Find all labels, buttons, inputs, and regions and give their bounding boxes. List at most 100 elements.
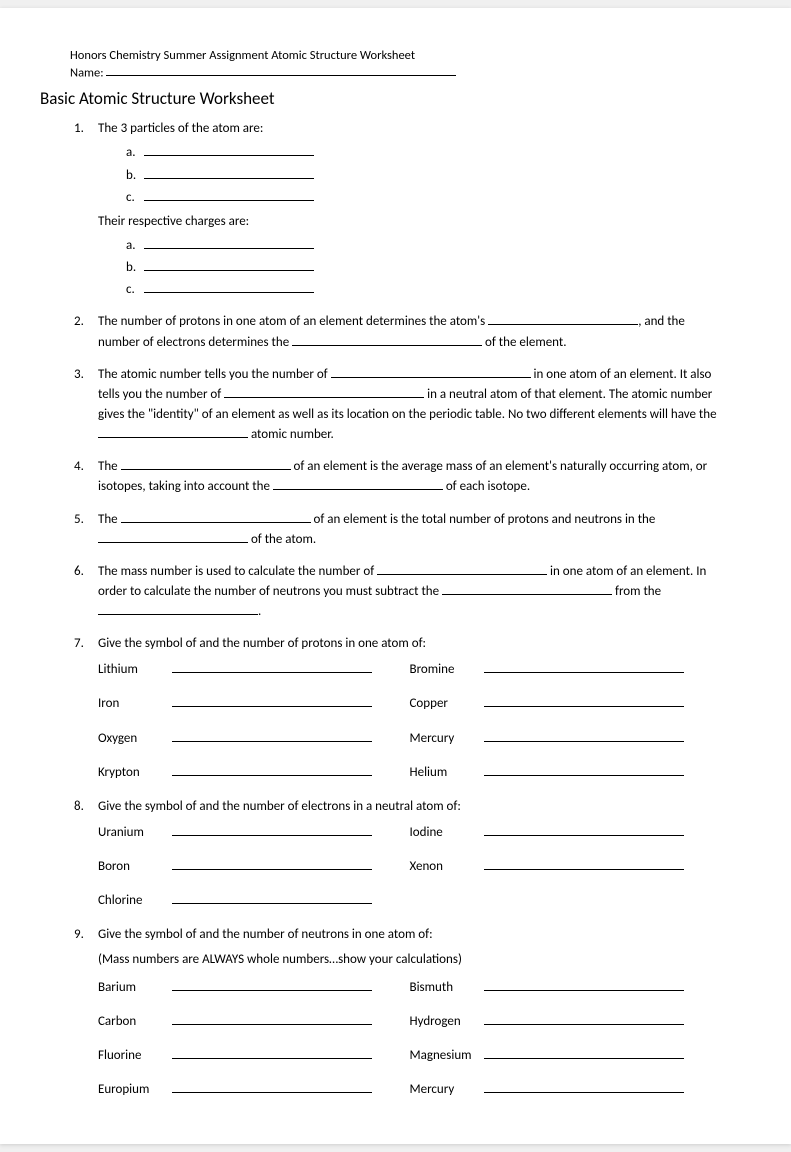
q5-t3: of the atom. bbox=[248, 532, 316, 547]
q-number: 1. bbox=[74, 119, 84, 139]
sub-a: a. bbox=[126, 143, 144, 163]
q-number: 7. bbox=[74, 634, 84, 654]
q9-prompt: Give the symbol of and the number of neu… bbox=[98, 927, 433, 942]
element-label: Oxygen bbox=[98, 729, 168, 749]
q-number: 6. bbox=[74, 562, 84, 582]
main-title: Basic Atomic Structure Worksheet bbox=[40, 88, 721, 109]
element-label: Copper bbox=[410, 694, 480, 714]
element-label: Iodine bbox=[410, 823, 480, 843]
blank[interactable] bbox=[172, 730, 372, 742]
element-label: Barium bbox=[98, 978, 168, 998]
blank[interactable] bbox=[121, 459, 291, 471]
question-8: 8. Give the symbol of and the number of … bbox=[98, 797, 721, 912]
blank[interactable] bbox=[172, 696, 372, 708]
blank[interactable] bbox=[484, 1047, 684, 1059]
blank[interactable] bbox=[172, 893, 372, 905]
element-row: Krypton Helium bbox=[98, 763, 721, 783]
blank[interactable] bbox=[98, 603, 258, 615]
blank[interactable] bbox=[172, 859, 372, 871]
element-cell: Iron bbox=[98, 694, 410, 714]
blank[interactable] bbox=[224, 386, 424, 398]
element-label: Mercury bbox=[410, 1080, 480, 1100]
blank[interactable] bbox=[331, 366, 531, 378]
q5-t2: of an element is the total number of pro… bbox=[311, 512, 656, 527]
element-cell: Mercury bbox=[410, 1080, 722, 1100]
blank[interactable] bbox=[488, 314, 638, 326]
blank[interactable] bbox=[172, 764, 372, 776]
element-cell: Copper bbox=[410, 694, 722, 714]
q-number: 9. bbox=[74, 925, 84, 945]
blank[interactable] bbox=[172, 1013, 372, 1025]
blank[interactable] bbox=[98, 426, 248, 438]
element-label: Lithium bbox=[98, 660, 168, 680]
question-1: 1. The 3 particles of the atom are: a. b… bbox=[98, 119, 721, 300]
element-cell: Fluorine bbox=[98, 1046, 410, 1066]
blank[interactable] bbox=[172, 979, 372, 991]
question-5: 5. The of an element is the total number… bbox=[98, 510, 721, 550]
sub-a: a. bbox=[126, 236, 144, 256]
element-label: Uranium bbox=[98, 823, 168, 843]
q-number: 2. bbox=[74, 312, 84, 332]
q2-t1: The number of protons in one atom of an … bbox=[98, 314, 488, 329]
element-cell: Magnesium bbox=[410, 1046, 722, 1066]
blank[interactable] bbox=[98, 531, 248, 543]
blank[interactable] bbox=[144, 167, 314, 179]
blank[interactable] bbox=[484, 824, 684, 836]
element-label: Chlorine bbox=[98, 891, 168, 911]
element-row: BoronXenon bbox=[98, 857, 721, 877]
name-label: Name: bbox=[70, 65, 104, 80]
blank[interactable] bbox=[484, 859, 684, 871]
q9-table: BariumBismuthCarbonHydrogenFluorineMagne… bbox=[98, 978, 721, 1101]
blank[interactable] bbox=[144, 282, 314, 294]
q3-t1: The atomic number tells you the number o… bbox=[98, 367, 331, 382]
element-cell: Barium bbox=[98, 978, 410, 998]
blank[interactable] bbox=[484, 696, 684, 708]
element-row: EuropiumMercury bbox=[98, 1080, 721, 1100]
element-label: Krypton bbox=[98, 763, 168, 783]
blank[interactable] bbox=[144, 189, 314, 201]
blank[interactable] bbox=[273, 479, 443, 491]
blank[interactable] bbox=[121, 511, 311, 523]
element-cell: Carbon bbox=[98, 1012, 410, 1032]
sub-c: c. bbox=[126, 188, 144, 208]
element-row: IronCopper bbox=[98, 694, 721, 714]
element-row: CarbonHydrogen bbox=[98, 1012, 721, 1032]
blank[interactable] bbox=[484, 1081, 684, 1093]
blank[interactable] bbox=[172, 1047, 372, 1059]
blank[interactable] bbox=[377, 563, 547, 575]
blank[interactable] bbox=[484, 730, 684, 742]
element-row: Uranium Iodine bbox=[98, 823, 721, 843]
element-cell: Helium bbox=[410, 763, 722, 783]
blank[interactable] bbox=[144, 237, 314, 249]
q4-t1: The bbox=[98, 459, 121, 474]
sub-b: b. bbox=[126, 258, 144, 278]
q7-prompt: Give the symbol of and the number of pro… bbox=[98, 636, 426, 651]
blank[interactable] bbox=[292, 334, 482, 346]
name-blank[interactable] bbox=[106, 65, 456, 76]
blank[interactable] bbox=[484, 764, 684, 776]
element-label: Mercury bbox=[410, 729, 480, 749]
q4-t3: of each isotope. bbox=[443, 479, 530, 494]
blank[interactable] bbox=[172, 1081, 372, 1093]
element-label: Boron bbox=[98, 857, 168, 877]
blank[interactable] bbox=[484, 662, 684, 674]
blank[interactable] bbox=[144, 259, 314, 271]
blank[interactable] bbox=[144, 145, 314, 157]
q5-t1: The bbox=[98, 512, 121, 527]
element-cell: Europium bbox=[98, 1080, 410, 1100]
blank[interactable] bbox=[484, 979, 684, 991]
element-cell: Iodine bbox=[410, 823, 722, 843]
element-cell bbox=[410, 891, 722, 911]
q1-charges: Their respective charges are: bbox=[98, 214, 249, 229]
element-cell: Boron bbox=[98, 857, 410, 877]
q8-prompt: Give the symbol of and the number of ele… bbox=[98, 799, 461, 814]
q6-t4: . bbox=[258, 604, 261, 619]
q6-t1: The mass number is used to calculate the… bbox=[98, 564, 377, 579]
element-row: Oxygen Mercury bbox=[98, 729, 721, 749]
blank[interactable] bbox=[172, 824, 372, 836]
q7-table: LithiumBromineIronCopperOxygenMercuryKry… bbox=[98, 660, 721, 783]
element-label: Hydrogen bbox=[410, 1012, 480, 1032]
blank[interactable] bbox=[442, 583, 612, 595]
blank[interactable] bbox=[172, 662, 372, 674]
blank[interactable] bbox=[484, 1013, 684, 1025]
